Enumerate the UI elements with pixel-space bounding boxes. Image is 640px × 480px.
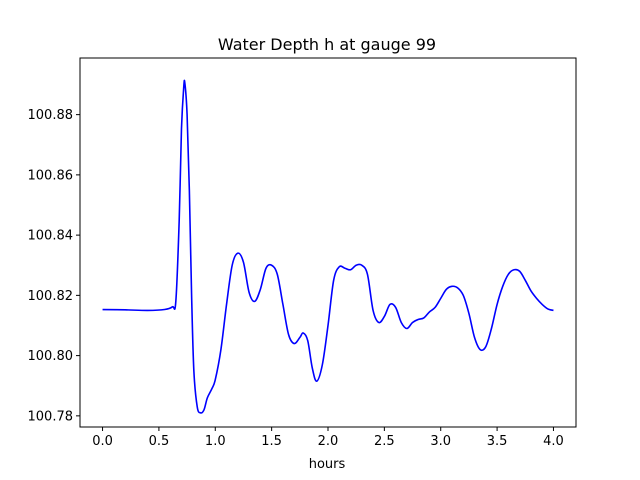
x-axis-label: hours — [309, 457, 346, 472]
x-axis-ticks: 0.0 0.5 1.0 1.5 2.0 2.5 3.0 3.5 4.0 — [92, 427, 564, 449]
chart-title: Water Depth h at gauge 99 — [218, 35, 436, 54]
y-axis-ticks: 100.78 100.80 100.82 100.84 100.86 100.88 — [28, 108, 80, 424]
y-tick-label: 100.80 — [28, 349, 74, 364]
y-tick-label: 100.82 — [28, 289, 74, 304]
x-tick-label: 1.0 — [205, 434, 226, 449]
x-tick-label: 4.0 — [543, 434, 564, 449]
y-tick-label: 100.84 — [28, 229, 74, 244]
series-layer — [102, 79, 554, 414]
y-tick-label: 100.86 — [28, 168, 74, 183]
y-tick-label: 100.78 — [28, 409, 74, 424]
x-tick-label: 2.5 — [374, 434, 395, 449]
x-tick-label: 1.5 — [261, 434, 282, 449]
series-line — [102, 79, 554, 414]
x-tick-label: 2.0 — [318, 434, 339, 449]
x-tick-label: 0.5 — [149, 434, 170, 449]
x-tick-label: 0.0 — [92, 434, 113, 449]
x-tick-label: 3.5 — [487, 434, 508, 449]
y-tick-label: 100.88 — [28, 108, 74, 123]
plot-area-frame — [79, 57, 577, 428]
x-tick-label: 3.0 — [430, 434, 451, 449]
